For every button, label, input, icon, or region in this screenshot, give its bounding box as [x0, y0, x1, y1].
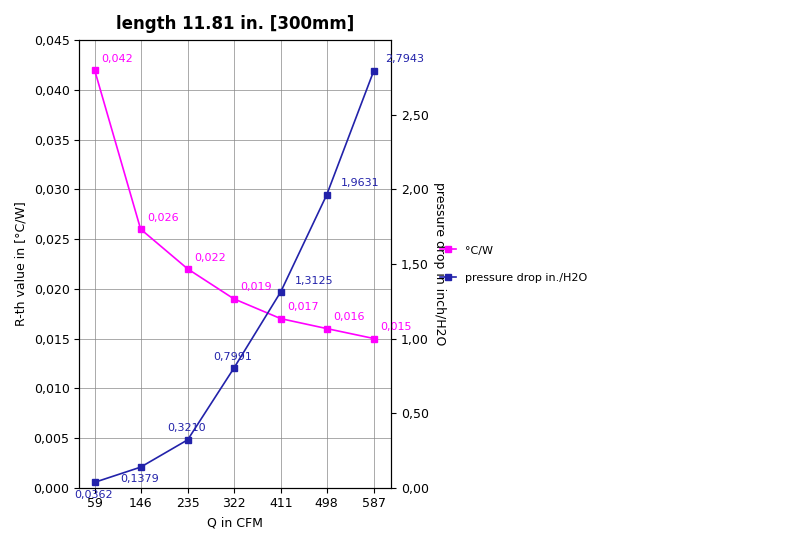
Text: 0,015: 0,015: [381, 322, 412, 332]
Legend: °C/W, pressure drop in./H2O: °C/W, pressure drop in./H2O: [434, 239, 593, 288]
Text: 0,0362: 0,0362: [74, 490, 112, 499]
Text: 0,3210: 0,3210: [167, 423, 206, 434]
pressure drop in./H2O: [183, 437, 192, 443]
pressure drop in./H2O: [276, 289, 286, 295]
Text: 0,042: 0,042: [101, 54, 133, 64]
Text: 0,7991: 0,7991: [213, 352, 252, 362]
Text: 1,3125: 1,3125: [294, 276, 334, 286]
Text: 0,019: 0,019: [241, 282, 272, 292]
pressure drop in./H2O: [369, 67, 378, 74]
Line: pressure drop in./H2O: pressure drop in./H2O: [92, 68, 377, 485]
Y-axis label: pressure drop in inch/H2O: pressure drop in inch/H2O: [433, 182, 446, 345]
pressure drop in./H2O: [90, 479, 100, 486]
Title: length 11.81 in. [300mm]: length 11.81 in. [300mm]: [116, 15, 354, 33]
pressure drop in./H2O: [229, 365, 239, 372]
Text: 0,016: 0,016: [334, 312, 365, 322]
°C/W: [276, 316, 286, 322]
°C/W: [136, 226, 145, 232]
Y-axis label: R-th value in [°C/W]: R-th value in [°C/W]: [15, 201, 28, 326]
pressure drop in./H2O: [322, 191, 331, 198]
Text: 0,017: 0,017: [287, 302, 319, 312]
Text: 1,9631: 1,9631: [341, 178, 379, 188]
Text: 0,022: 0,022: [195, 252, 226, 263]
Line: °C/W: °C/W: [92, 67, 377, 341]
Text: 2,7943: 2,7943: [385, 54, 424, 65]
Text: 0,026: 0,026: [148, 213, 179, 223]
°C/W: [322, 325, 331, 332]
Text: 0,1379: 0,1379: [120, 474, 159, 484]
°C/W: [369, 335, 378, 342]
°C/W: [229, 295, 239, 302]
°C/W: [90, 67, 100, 73]
°C/W: [183, 265, 192, 272]
pressure drop in./H2O: [136, 464, 145, 471]
X-axis label: Q in CFM: Q in CFM: [207, 516, 263, 529]
